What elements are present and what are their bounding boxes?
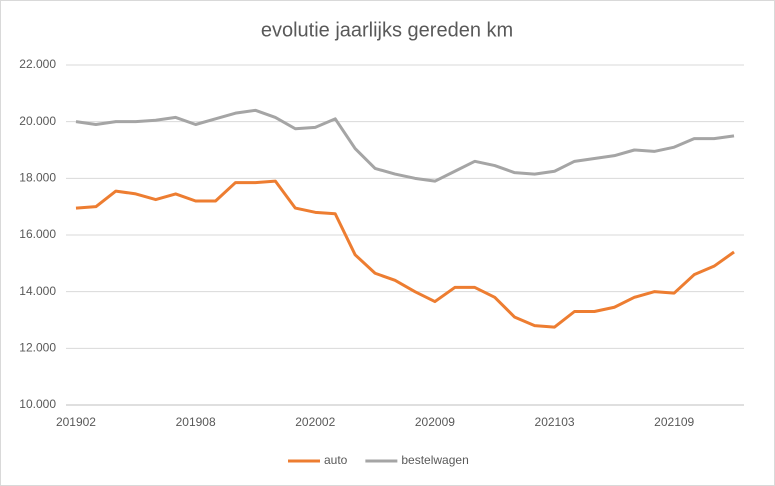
x-tick-label: 202002 [295,415,335,429]
chart-title: evolutie jaarlijks gereden km [261,19,513,41]
x-tick-label: 202109 [654,415,694,429]
y-tick-label: 12.000 [19,341,56,355]
y-tick-label: 16.000 [19,227,56,241]
y-tick-label: 14.000 [19,284,56,298]
y-tick-label: 22.000 [19,57,56,71]
x-tick-label: 202009 [415,415,455,429]
x-tick-label: 201908 [176,415,216,429]
series-line [75,179,735,329]
legend-label: auto [324,453,348,467]
y-tick-label: 18.000 [19,171,56,185]
series-line [75,108,735,183]
y-tick-label: 10.000 [19,397,56,411]
x-tick-label: 202103 [535,415,575,429]
legend-label: bestelwagen [401,453,468,467]
y-tick-label: 20.000 [19,114,56,128]
x-tick-label: 201902 [56,415,96,429]
